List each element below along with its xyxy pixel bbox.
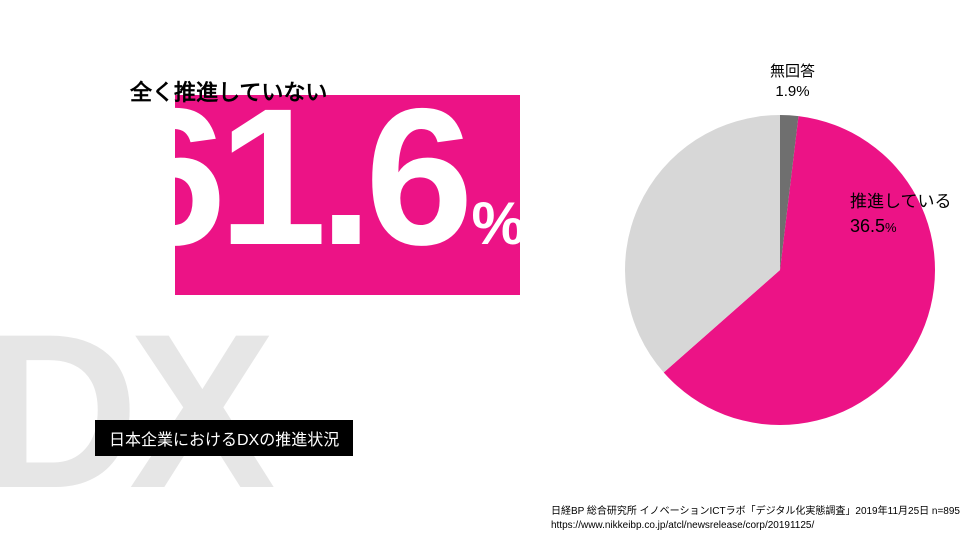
pie-label-no-answer: 無回答 1.9% [770, 62, 815, 101]
source-citation: 日経BP 総合研究所 イノベーションICTラボ「デジタル化実態調査」2019年1… [551, 505, 960, 533]
headline-big-number: 61.6% [118, 80, 525, 275]
headline-value: 61.6 [118, 68, 466, 286]
pie-label-no-answer-text: 無回答 [770, 63, 815, 80]
pie-chart [625, 115, 935, 425]
pie-label-promoting: 推進している 36.5% [850, 190, 952, 239]
pie-label-no-answer-value: 1.9% [770, 82, 815, 102]
pie-label-promoting-text: 推進している [850, 192, 952, 211]
background-dx-text: DX [0, 301, 266, 521]
source-line2: https://www.nikkeibp.co.jp/atcl/newsrele… [551, 519, 960, 533]
caption-bar: 日本企業におけるDXの推進状況 [95, 420, 353, 456]
pie-label-promoting-value: 36.5% [850, 214, 952, 239]
source-line1: 日経BP 総合研究所 イノベーションICTラボ「デジタル化実態調査」2019年1… [551, 506, 960, 517]
headline-percent-symbol: % [472, 190, 525, 257]
